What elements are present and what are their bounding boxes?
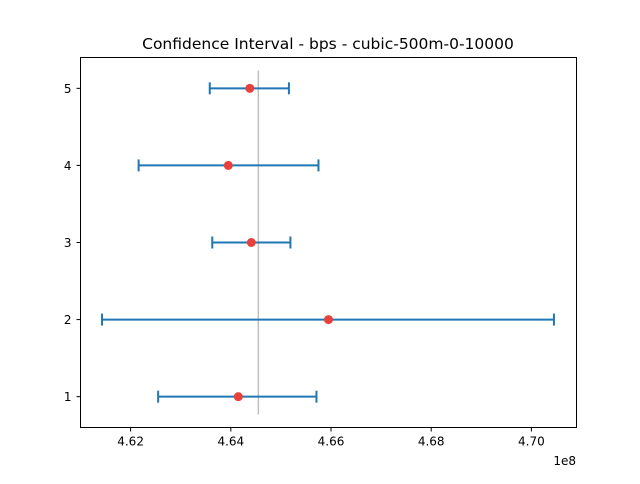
x-tick-label: 4.68 <box>418 435 445 449</box>
y-tick-label: 1 <box>64 390 72 404</box>
x-tick-label: 4.64 <box>217 435 244 449</box>
mean-marker <box>223 160 233 170</box>
x-tick-label: 4.62 <box>117 435 144 449</box>
y-tick-label: 4 <box>64 159 72 173</box>
chart-title: Confidence Interval - bps - cubic-500m-0… <box>142 35 514 53</box>
y-tick-label: 5 <box>64 82 72 96</box>
interval-1 <box>157 390 318 403</box>
y-tick-label: 2 <box>64 313 72 327</box>
mean-marker <box>246 238 256 247</box>
axes-layer: 4.62 4.64 4.66 4.68 4.70 1 2 3 4 5 <box>64 82 545 449</box>
x-axis-offset-label: 1e8 <box>553 454 576 468</box>
intervals-layer <box>101 82 555 403</box>
y-tick-label: 3 <box>64 236 72 250</box>
mean-marker <box>245 83 255 93</box>
mean-marker <box>324 315 333 325</box>
mean-marker <box>233 392 243 402</box>
plot-area-frame <box>80 57 577 428</box>
interval-2 <box>101 313 555 326</box>
x-tick-label: 4.66 <box>318 435 345 449</box>
interval-3 <box>211 236 292 249</box>
interval-5 <box>208 82 290 95</box>
x-tick-label: 4.70 <box>518 435 545 449</box>
interval-4 <box>137 159 320 172</box>
